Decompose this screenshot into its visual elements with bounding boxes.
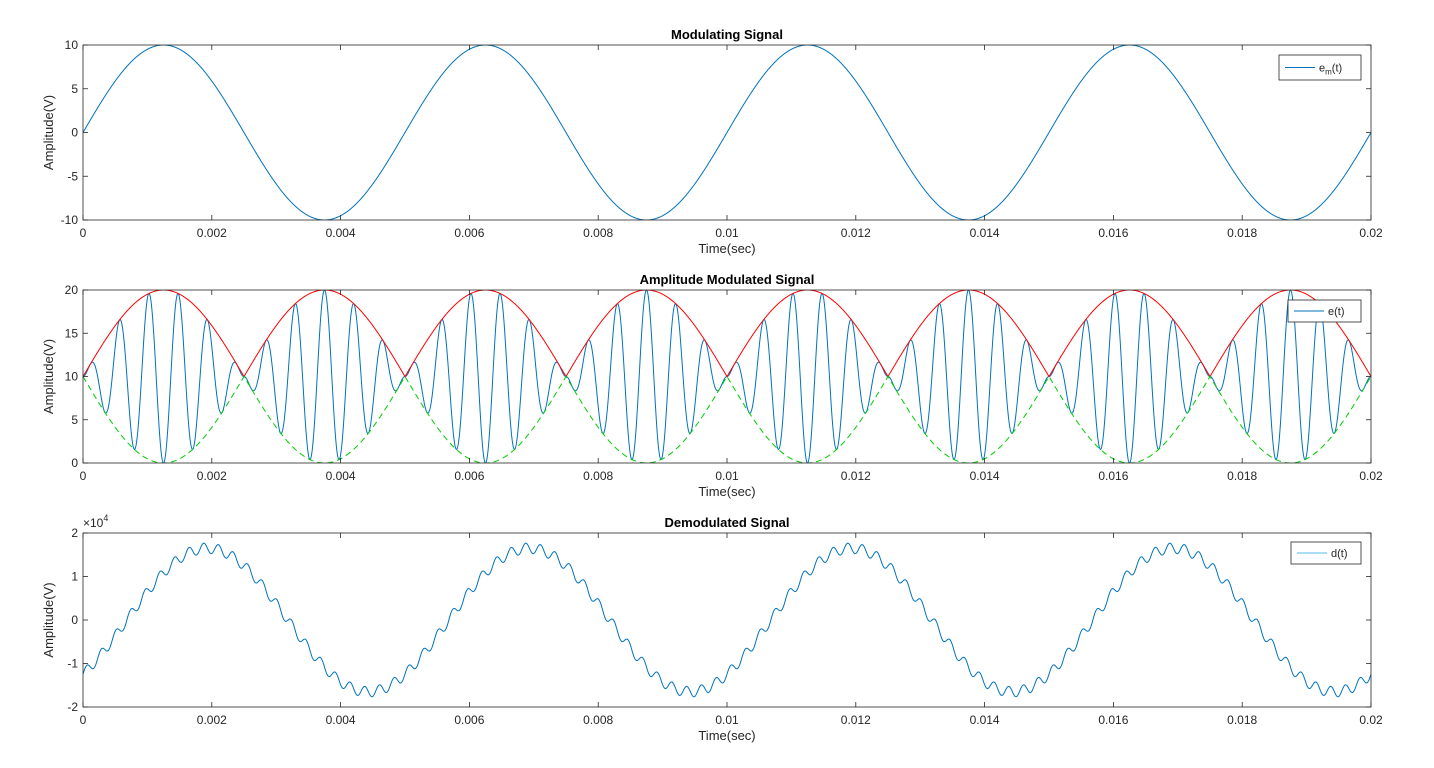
subplot-3: 0 0.002 0.004 0.006 0.008 0.01 0.012 0.014 0.016… [41,513,1383,743]
plot-area [83,533,1371,707]
x-axis-label: Time(sec) [698,241,755,256]
series-line-1 [83,542,1371,698]
x-tick-label: 0.004 [326,226,356,240]
y-tick-label: 20 [65,283,79,297]
x-tick-label: 0.006 [454,226,484,240]
legend: d(t) [1290,541,1362,565]
y-tick-label: 0 [71,613,78,627]
legend-label: em(t) [1319,63,1342,77]
x-axis-label: Time(sec) [698,728,755,743]
y-exponent-label: ×104 [83,513,108,530]
y-tick-label: 10 [65,38,79,52]
y-tick-label: 2 [71,526,78,540]
y-tick-label: -10 [61,213,79,227]
x-tick-label: 0.006 [454,713,484,727]
x-tick-label: 0.02 [1359,469,1383,483]
legend: em(t) [1278,54,1362,81]
y-axis-label: Amplitude(V) [41,339,56,414]
x-tick-label: 0.014 [970,469,1000,483]
chart-title: Modulating Signal [671,27,783,42]
y-tick-label: -5 [67,169,78,183]
x-tick-label: 0.004 [326,469,356,483]
y-tick-label: 0 [71,456,78,470]
y-tick-label: 5 [71,413,78,427]
y-tick-label: 1 [71,570,78,584]
x-tick-label: 0.012 [841,713,871,727]
y-axis-label: Amplitude(V) [41,95,56,170]
x-tick-label: 0.008 [583,713,613,727]
x-tick-label: 0.016 [1098,713,1128,727]
x-tick-label: 0.016 [1098,469,1128,483]
x-tick-label: 0.01 [715,469,739,483]
x-tick-label: 0.02 [1359,713,1383,727]
x-tick-label: 0.002 [197,469,227,483]
x-tick-label: 0.008 [583,226,613,240]
x-tick-label: 0.014 [970,226,1000,240]
y-tick-label: -1 [67,657,78,671]
legend-box [1287,299,1362,323]
subplot-1: 0 0.002 0.004 0.006 0.008 0.01 0.012 0.014 0.016… [41,27,1383,256]
x-tick-label: 0 [80,226,87,240]
y-axis-label: Amplitude(V) [41,582,56,657]
x-tick-label: 0.004 [326,713,356,727]
subplot-2: 0 0.002 0.004 0.006 0.008 0.01 0.012 0.014 0.016… [41,272,1383,499]
x-tick-label: 0 [80,713,87,727]
y-tick-label: 0 [71,126,78,140]
x-tick-label: 0.002 [197,226,227,240]
x-tick-label: 0.016 [1098,226,1128,240]
y-tick-label: -2 [67,700,78,714]
y-tick-label: 15 [65,326,79,340]
x-tick-label: 0.02 [1359,226,1383,240]
chart-title: Amplitude Modulated Signal [640,272,815,287]
x-tick-label: 0.014 [970,713,1000,727]
x-tick-label: 0.01 [715,226,739,240]
y-tick-label: 10 [65,370,79,384]
chart-title: Demodulated Signal [665,515,790,530]
x-tick-label: 0.008 [583,469,613,483]
series-line-2 [83,290,1371,378]
x-tick-label: 0.012 [841,226,871,240]
y-tick-label: 5 [71,82,78,96]
x-tick-label: 0.002 [197,713,227,727]
x-tick-label: 0.018 [1227,469,1257,483]
x-axis-label: Time(sec) [698,484,755,499]
series-line-1 [83,45,1371,220]
x-tick-label: 0.01 [715,713,739,727]
x-tick-label: 0.018 [1227,226,1257,240]
series-line-3 [83,375,1371,463]
x-tick-label: 0.006 [454,469,484,483]
legend-label: d(t) [1331,548,1348,560]
legend-label: e(t) [1328,306,1345,318]
x-tick-label: 0.018 [1227,713,1257,727]
x-tick-label: 0.012 [841,469,871,483]
legend: e(t) [1287,299,1362,323]
x-tick-label: 0 [80,469,87,483]
